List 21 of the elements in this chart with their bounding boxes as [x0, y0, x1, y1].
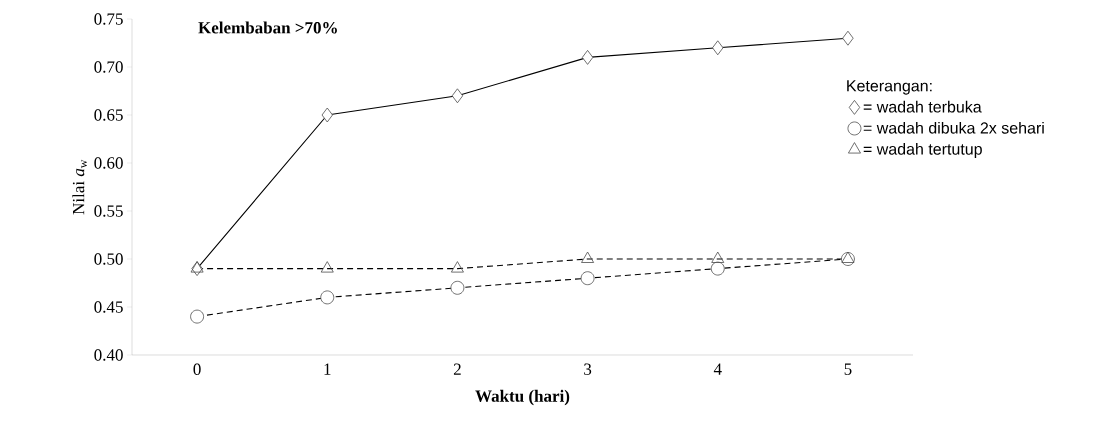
legend-title: Keterangan: — [847, 80, 932, 95]
legend-label: = wadah tertutup — [863, 143, 982, 158]
y-tick-label: 0.40 — [94, 349, 123, 361]
y-tick-label: 0.60 — [94, 157, 123, 169]
chart-title: Kelembaban >70% — [198, 21, 337, 34]
y-tick-label: 0.65 — [94, 109, 123, 121]
x-tick-label: 4 — [713, 363, 722, 375]
x-tick-label: 0 — [193, 363, 201, 376]
legend-label: = wadah dibuka 2x sehari — [863, 121, 1044, 134]
y-tick-label: 0.75 — [94, 13, 123, 25]
y-axis-title: Nilai a$_{w}$ — [72, 159, 87, 215]
y-tick-label: 0.70 — [94, 61, 123, 73]
y-tick-label: 0.55 — [94, 205, 123, 217]
x-axis-title: Waktu (hari) — [475, 389, 570, 406]
x-tick-label: 3 — [584, 363, 592, 375]
x-tick-label: 1 — [324, 363, 331, 375]
x-tick-label: 5 — [844, 363, 852, 375]
legend-label: = wadah terbuka — [863, 100, 982, 113]
x-tick-label: 2 — [453, 363, 461, 375]
y-tick-label: 0.50 — [94, 253, 123, 265]
y-tick-label: 0.45 — [94, 301, 123, 313]
